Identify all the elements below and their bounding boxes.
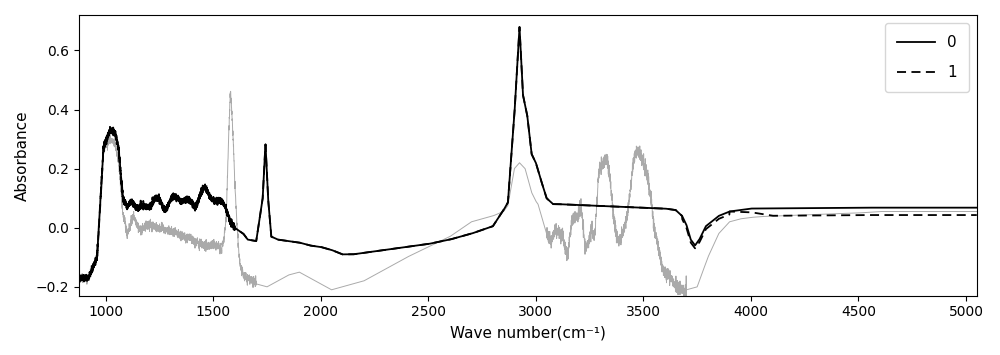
0 [73,273,85,278]
0 [971,206,983,210]
1 [597,204,609,208]
Line: 0: 0 [79,27,977,282]
0 [938,206,950,210]
1 [938,213,950,217]
0 [597,204,609,208]
0 [853,206,865,210]
X-axis label: Wave number(cm⁻¹): Wave number(cm⁻¹) [450,325,606,340]
1 [853,213,865,217]
Y-axis label: Absorbance: Absorbance [15,110,30,201]
1 [82,280,94,284]
0 [438,239,450,243]
1 [514,25,526,29]
0 [73,279,85,284]
1 [971,213,983,217]
1 [438,239,450,243]
Line: 1: 1 [79,27,977,282]
1 [156,203,168,207]
0 [321,247,333,251]
0 [514,25,526,29]
1 [73,273,85,278]
1 [321,247,333,251]
Legend: 0, 1: 0, 1 [885,23,969,92]
0 [156,201,168,206]
